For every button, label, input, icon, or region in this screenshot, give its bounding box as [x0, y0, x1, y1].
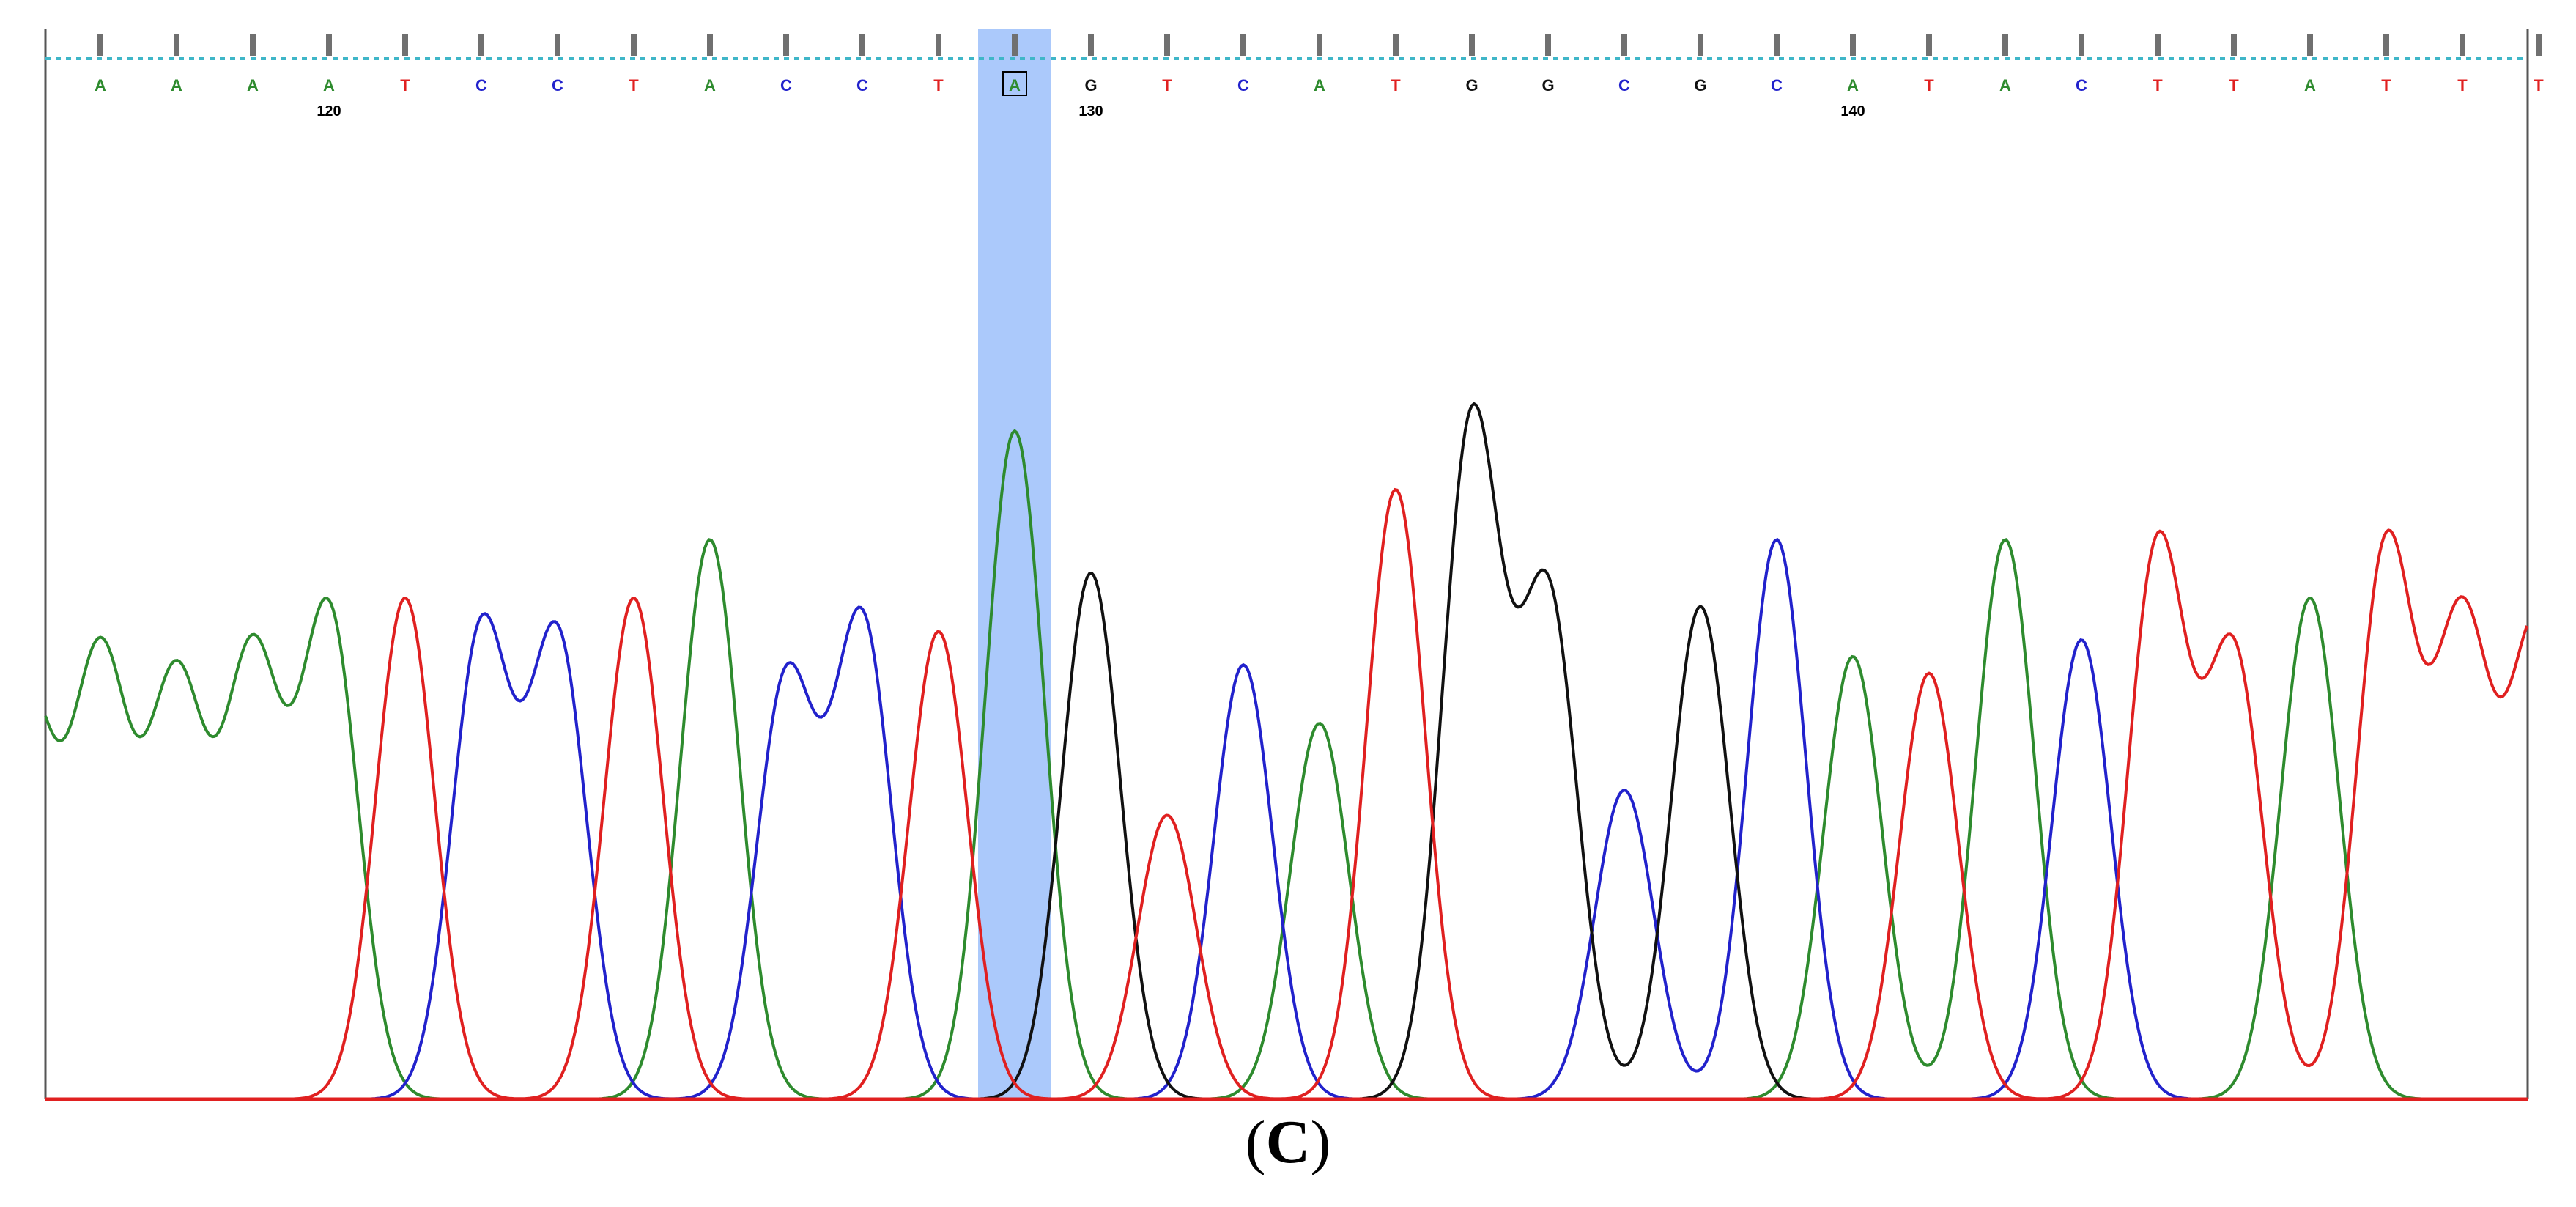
sequence-tick [1545, 34, 1551, 56]
sequence-tick [1621, 34, 1627, 56]
base-call-label[interactable]: C [2076, 76, 2087, 95]
base-call-label[interactable]: A [171, 76, 182, 95]
base-call-label[interactable]: T [1162, 76, 1172, 95]
selected-base-highlight[interactable] [978, 29, 1051, 1099]
sequence-tick [250, 34, 256, 56]
sequence-tick [707, 34, 713, 56]
base-call-label[interactable]: C [780, 76, 792, 95]
base-call-label[interactable]: T [629, 76, 639, 95]
base-call-label[interactable]: G [1465, 76, 1478, 95]
trace-c-line [45, 538, 2527, 1101]
caption-panel-letter: C [1265, 1108, 1311, 1176]
sequence-tick [97, 34, 103, 56]
sequence-tick [631, 34, 637, 56]
position-number-label: 140 [1840, 103, 1865, 119]
sequence-tick [402, 34, 408, 56]
base-call-label[interactable]: C [552, 76, 563, 95]
base-call-label[interactable]: T [2381, 76, 2391, 95]
sequence-tick [1850, 34, 1856, 56]
sequence-tick [2383, 34, 2389, 56]
position-number-label: 120 [317, 103, 341, 119]
base-call-label[interactable]: A [1999, 76, 2011, 95]
base-call-label[interactable]: A [2304, 76, 2316, 95]
base-call-label[interactable]: A [323, 76, 335, 95]
base-call-label[interactable]: C [1771, 76, 1783, 95]
sequence-tick [936, 34, 941, 56]
sequence-tick [1469, 34, 1475, 56]
base-call-label[interactable]: A [1009, 76, 1021, 95]
sequence-tick [1393, 34, 1399, 56]
sequence-tick [859, 34, 865, 56]
base-call-label[interactable]: C [475, 76, 487, 95]
sequence-tick [478, 34, 484, 56]
base-call-label[interactable]: G [1541, 76, 1554, 95]
sequence-tick [2460, 34, 2465, 56]
base-call-label[interactable]: A [247, 76, 259, 95]
selected-base-box [1002, 71, 1027, 96]
base-call-label[interactable]: C [1237, 76, 1249, 95]
base-call-label[interactable]: T [400, 76, 410, 95]
base-call-label[interactable]: T [2534, 76, 2544, 95]
panel-caption: (C) [0, 1107, 2576, 1178]
base-call-label[interactable]: A [1314, 76, 1325, 95]
sequence-tick [2307, 34, 2313, 56]
plot-background [0, 0, 2576, 1107]
base-call-label[interactable]: T [2457, 76, 2468, 95]
sequence-tick [1240, 34, 1246, 56]
sequence-tick [1088, 34, 1094, 56]
sequence-tick [1698, 34, 1703, 56]
sequence-tick [1774, 34, 1780, 56]
sequence-tick [783, 34, 789, 56]
base-call-label[interactable]: G [1084, 76, 1097, 95]
sequence-tick [555, 34, 560, 56]
sequence-tick [174, 34, 179, 56]
sequence-tick [1926, 34, 1932, 56]
chromatogram-plot: A A A A T C C T A C C T A G T C A T G G C G C A T A C T T A T T T 120 130 1… [0, 0, 2576, 1107]
sequence-ticks [97, 34, 2542, 56]
base-call-label[interactable]: T [2229, 76, 2239, 95]
sequence-tick [2079, 34, 2084, 56]
base-call-label[interactable]: C [856, 76, 868, 95]
base-call-label[interactable]: T [1391, 76, 1401, 95]
base-call-label[interactable]: T [2153, 76, 2163, 95]
base-call-label[interactable]: C [1618, 76, 1630, 95]
base-call-label[interactable]: A [1847, 76, 1859, 95]
base-call-label[interactable]: A [95, 76, 106, 95]
sequence-tick [326, 34, 332, 56]
sequence-tick [2231, 34, 2237, 56]
base-call-label[interactable]: A [704, 76, 716, 95]
sequence-tick [1012, 34, 1018, 56]
base-call-label[interactable]: G [1694, 76, 1706, 95]
sequence-tick [1317, 34, 1322, 56]
sequence-tick [1164, 34, 1170, 56]
sequence-tick [2155, 34, 2161, 56]
sequence-tick [2536, 34, 2542, 56]
sequence-tick [2002, 34, 2008, 56]
base-call-label[interactable]: T [933, 76, 944, 95]
base-calls: A A A A T C C T A C C T A G T C A T G G C G C A T A C T T A T T T 120 130 1… [95, 71, 2544, 119]
caption-open-paren: ( [1245, 1108, 1266, 1176]
base-call-label[interactable]: T [1924, 76, 1934, 95]
position-number-label: 130 [1078, 103, 1103, 119]
caption-close-paren: ) [1310, 1108, 1331, 1176]
